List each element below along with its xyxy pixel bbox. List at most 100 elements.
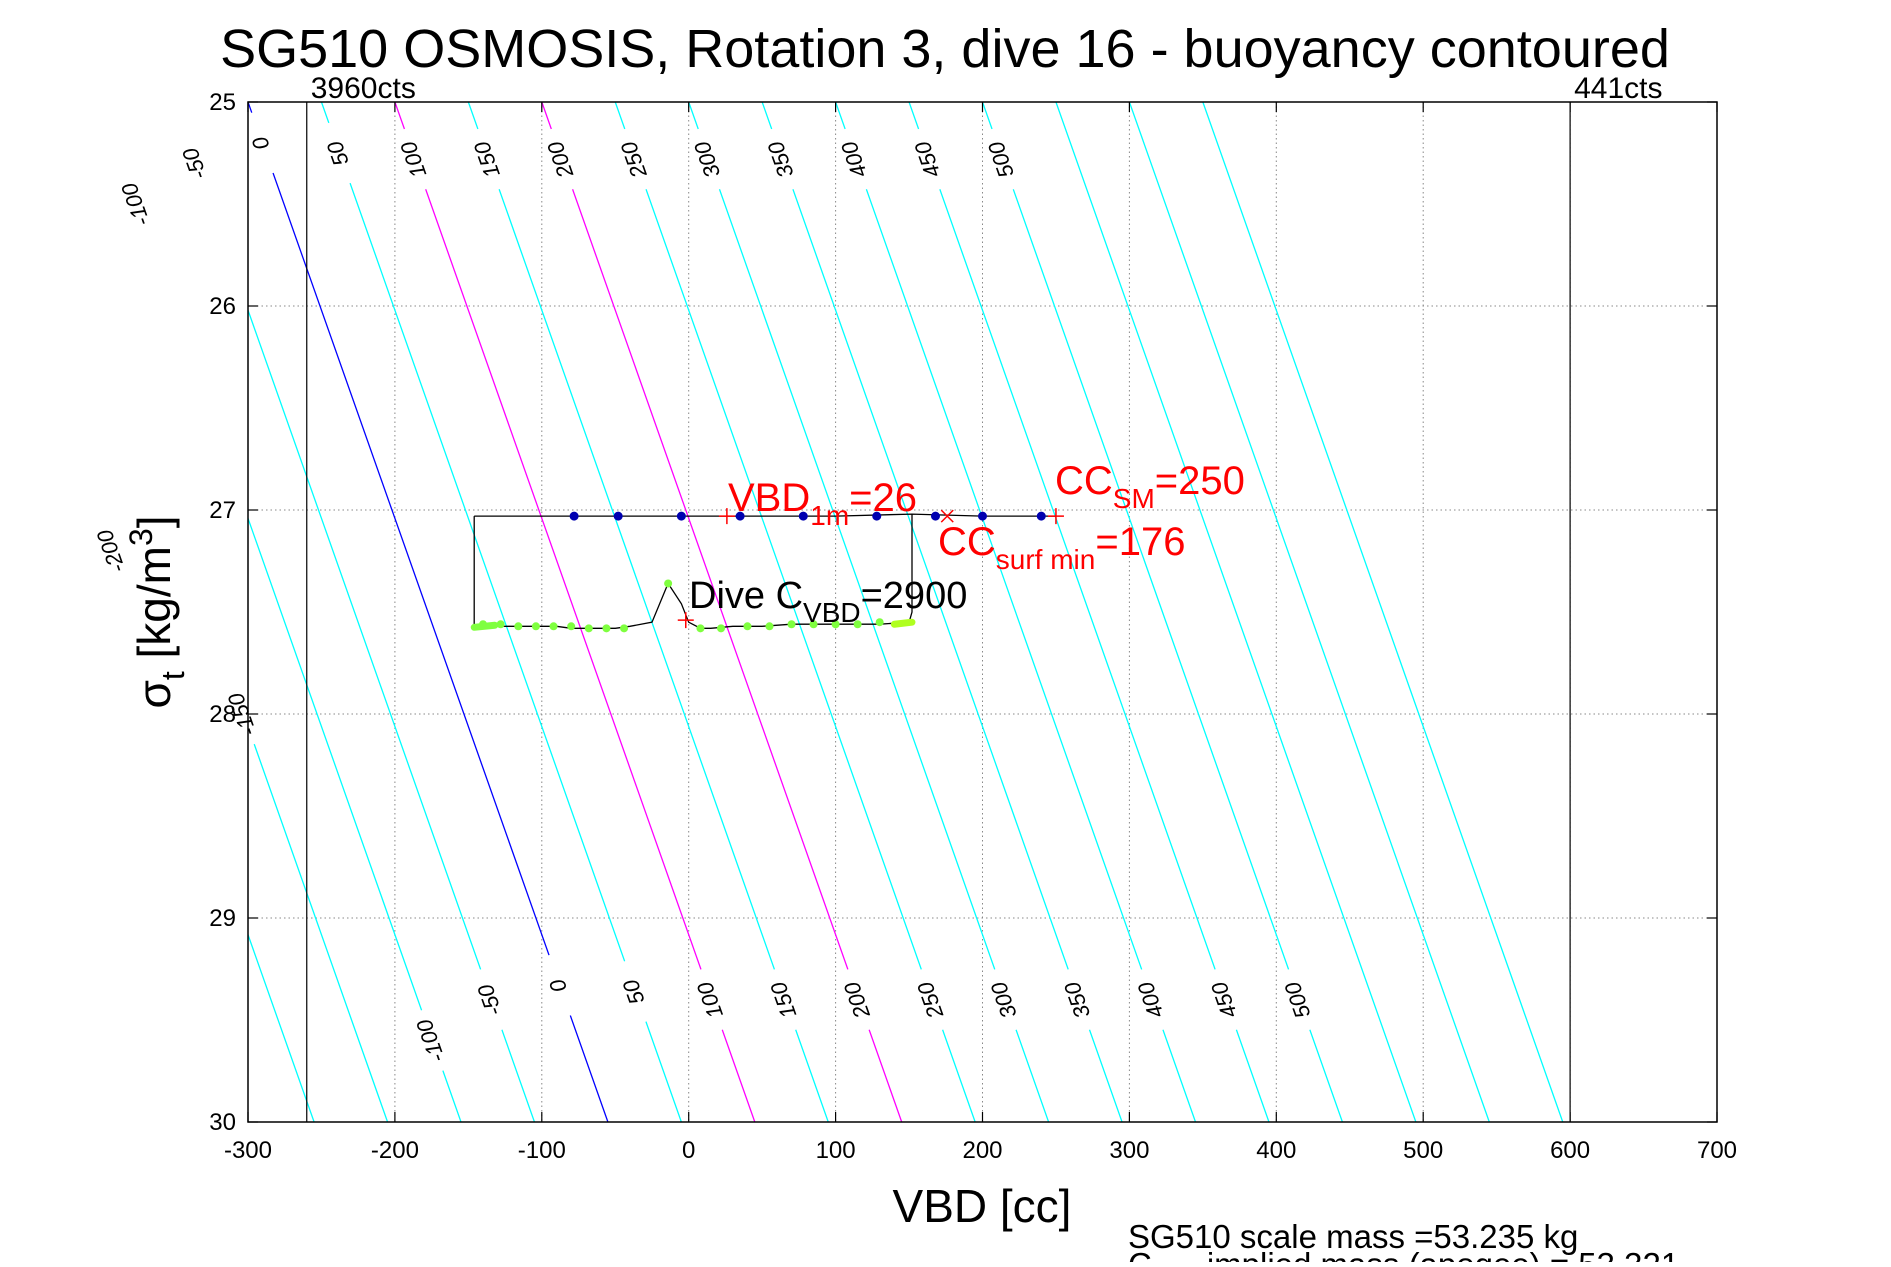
y-tick-label: 27 [209, 497, 236, 524]
contour-line [908, 102, 1270, 1122]
contour-label-gap [915, 967, 949, 1032]
footer-implied-mass: C implied mass (apogee) = 53.321 [1128, 1246, 1679, 1262]
red-x-marker [940, 509, 954, 523]
annotation-cc-sm-main: CC [1055, 459, 1113, 503]
contour-line [981, 102, 1344, 1122]
contour-label-gap [842, 967, 875, 1032]
y-axis-label-sup: 3 [123, 528, 159, 546]
y-axis-label: σt [kg/m3] [123, 515, 191, 708]
annotation-cc-surf-min-value: =176 [1095, 520, 1185, 564]
count-line-layer: 3960cts 441cts [306, 72, 1662, 1122]
contour-line [614, 102, 976, 1122]
contour-line [1128, 102, 1490, 1122]
dive-point [831, 620, 840, 629]
contour-label: 450 [909, 137, 945, 181]
contour-label: 400 [1133, 978, 1169, 1022]
contour-label-gap [618, 959, 652, 1024]
contour-label-gap [768, 967, 802, 1032]
contour-label-gap [1136, 967, 1169, 1032]
dive-point [717, 624, 726, 633]
footer-scale-mass: SG510 scale mass =53.235 kg [1128, 1218, 1578, 1255]
contour-label: 500 [983, 137, 1019, 181]
x-tick-label: -200 [371, 1137, 419, 1164]
dive-point [549, 622, 558, 631]
contour-label-gap [227, 681, 260, 747]
contour-label-gap [1282, 967, 1316, 1032]
red-plus-marker [677, 612, 694, 629]
contour-label-gap [986, 126, 1019, 192]
contour-label-gap [323, 120, 356, 186]
contour-label: 350 [1059, 978, 1095, 1022]
x-tick-label: -300 [224, 1137, 272, 1164]
chart-title: SG510 OSMOSIS, Rotation 3, dive 16 - buo… [220, 19, 1670, 79]
climb-point [798, 511, 808, 521]
contour-label-gap [619, 126, 652, 192]
contour-label: 150 [469, 137, 505, 181]
dive-point [567, 622, 576, 631]
contour-label-gap [839, 126, 873, 192]
climb-point [930, 511, 940, 521]
contour-label: -50 [472, 980, 506, 1019]
contour-label: 100 [395, 137, 431, 181]
y-tick-label: 30 [209, 1109, 236, 1136]
x-tick-label: 200 [962, 1137, 1002, 1164]
contour-line [761, 102, 1123, 1122]
y-axis-label-rest: [kg/m [128, 546, 180, 671]
y-tick-label: 29 [209, 905, 236, 932]
dive-point [602, 624, 611, 633]
annotation-vbd-1m-value: =26 [849, 476, 917, 520]
contour-line [394, 102, 756, 1122]
annotation-cc-sm-sub: SM [1113, 483, 1155, 514]
dive-point [696, 624, 705, 633]
dive-point [514, 622, 523, 631]
contour-label: 300 [689, 137, 725, 181]
count-line-label: 441cts [1574, 72, 1662, 105]
contour-label: -100 [116, 179, 154, 230]
contour-label: 350 [763, 137, 799, 181]
contour-line [248, 516, 462, 1122]
x-tick-label: 700 [1697, 1137, 1737, 1164]
contour-label: -100 [411, 1015, 449, 1066]
contour-label-gap [120, 171, 154, 237]
contour-label: 400 [836, 137, 872, 181]
contour-layer [0, 102, 1564, 1122]
dive-point [875, 618, 884, 627]
x-tick-label: 400 [1256, 1137, 1296, 1164]
count-line-label: 3960cts [311, 72, 416, 105]
contour-label: 100 [692, 978, 728, 1022]
dive-point [743, 622, 752, 631]
climb-point [735, 511, 745, 521]
annotation-vbd-1m: VBD1m=26 [728, 476, 917, 531]
red-plus-marker [1047, 508, 1064, 525]
contour-label-gap [989, 967, 1022, 1032]
contour-label: 200 [839, 978, 875, 1023]
contour-label: 150 [765, 978, 801, 1022]
y-axis-label-main: σ [128, 680, 180, 708]
contour-label-gap [472, 126, 505, 192]
x-tick-label: 0 [682, 1137, 695, 1164]
contour-label-gap [765, 126, 799, 192]
contour-label-gap [1209, 967, 1243, 1032]
annotation-vbd-1m-sub: 1m [810, 500, 849, 531]
annotation-cc-sm-value: =250 [1155, 459, 1245, 503]
dive-point [479, 620, 488, 629]
annotation-cc-surf-min-sub: surf min [996, 544, 1096, 575]
series-layer [470, 508, 1056, 633]
annotation-cc-surf-min: CCsurf min=176 [938, 520, 1185, 575]
annotation-dive-c-vbd-sub: VBD [803, 597, 861, 628]
contour-label-gap [912, 126, 946, 192]
contour-label-layer: -300-250-200-150-100-5005010015020025030… [92, 110, 1316, 1073]
climb-point [1036, 511, 1046, 521]
annotation-cc-surf-min-main: CC [938, 520, 996, 564]
contour-label-gap [1062, 967, 1096, 1032]
y-tick-label: 28 [209, 701, 236, 728]
contour-line [0, 102, 241, 1122]
contour-line [467, 102, 829, 1122]
climb-point [676, 511, 686, 521]
dive-point [496, 620, 505, 629]
contour-label: 300 [986, 978, 1022, 1022]
y-axis-label-end: ] [128, 515, 180, 528]
climb-point [569, 511, 579, 521]
contour-label: 200 [542, 137, 578, 182]
